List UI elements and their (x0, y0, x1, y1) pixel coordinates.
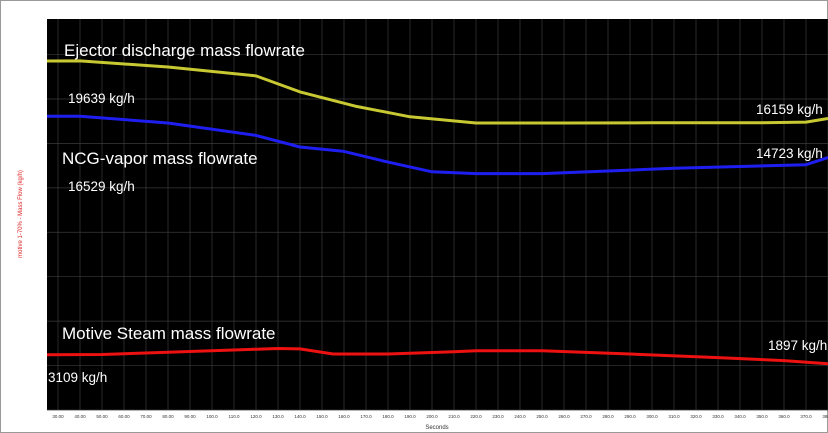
x-tick-label: 350.0 (756, 414, 768, 419)
x-tick-label: 360.0 (778, 414, 790, 419)
x-tick-label: 200.0 (426, 414, 438, 419)
series-line-2 (47, 114, 828, 176)
x-tick-label: 90.00 (184, 414, 196, 419)
series-lines (46, 59, 828, 366)
x-tick-label: 170.0 (360, 414, 372, 419)
x-tick-labels: 30.00 40.00 50.00 60.00 70.00 80.00 90.00 100.0… (52, 414, 828, 419)
x-tick-label: 30.00 (52, 414, 64, 419)
annotation-discharge-end: 16159 kg/h (756, 102, 823, 117)
y-axis-label: motive 1-70% - Mass Flow (kg/h) (18, 170, 24, 258)
x-tick-label: 70.00 (140, 414, 152, 419)
grid-lines (47, 19, 828, 411)
annotation-ncg-title: NCG-vapor mass flowrate (62, 149, 258, 168)
x-tick-label: 270.0 (580, 414, 592, 419)
x-tick-label: 80.00 (162, 414, 174, 419)
x-tick-label: 260.0 (558, 414, 570, 419)
plot-area (47, 19, 828, 410)
x-tick-label: 120.0 (250, 414, 262, 419)
x-tick-label: 40.00 (74, 414, 86, 419)
x-tick-label: 50.00 (96, 414, 108, 419)
annotation-discharge-start: 19639 kg/h (68, 91, 135, 106)
x-tick-label: 340.0 (734, 414, 746, 419)
x-tick-label: 150.0 (316, 414, 328, 419)
annotation-motive-title: Motive Steam mass flowrate (62, 324, 276, 343)
x-tick-label: 230.0 (492, 414, 504, 419)
x-tick-label: 280.0 (602, 414, 614, 419)
x-tick-label: 220.0 (470, 414, 482, 419)
x-tick-label: 210.0 (448, 414, 460, 419)
series-line-3 (46, 347, 828, 366)
annotation-motive-end: 1897 kg/h (768, 338, 827, 353)
annotation-ncg-end: 14723 kg/h (756, 146, 823, 161)
x-tick-label: 140.0 (294, 414, 306, 419)
x-tick-label: 180.0 (382, 414, 394, 419)
x-tick-label: 160.0 (338, 414, 350, 419)
annotation-ncg-start: 16529 kg/h (68, 179, 135, 194)
series-line-1 (46, 59, 828, 125)
x-tick-label: 310.0 (668, 414, 680, 419)
x-tick-label: 60.00 (118, 414, 130, 419)
x-tick-label: 320.0 (690, 414, 702, 419)
annotation-motive-start: 3109 kg/h (48, 370, 107, 385)
x-tick-label: 380.0 (822, 414, 828, 419)
annotation-discharge-title: Ejector discharge mass flowrate (64, 41, 305, 60)
x-tick-label: 100.0 (206, 414, 218, 419)
x-tick-label: 190.0 (404, 414, 416, 419)
x-axis-label: Seconds (425, 425, 448, 431)
x-tick-label: 110.0 (229, 414, 240, 419)
x-tick-label: 330.0 (712, 414, 724, 419)
x-tick-label: 130.0 (272, 414, 284, 419)
x-tick-label: 240.0 (514, 414, 526, 419)
x-tick-label: 290.0 (624, 414, 636, 419)
x-tick-label: 300.0 (646, 414, 658, 419)
x-tick-label: 250.0 (536, 414, 548, 419)
x-tick-label: 370.0 (800, 414, 812, 419)
